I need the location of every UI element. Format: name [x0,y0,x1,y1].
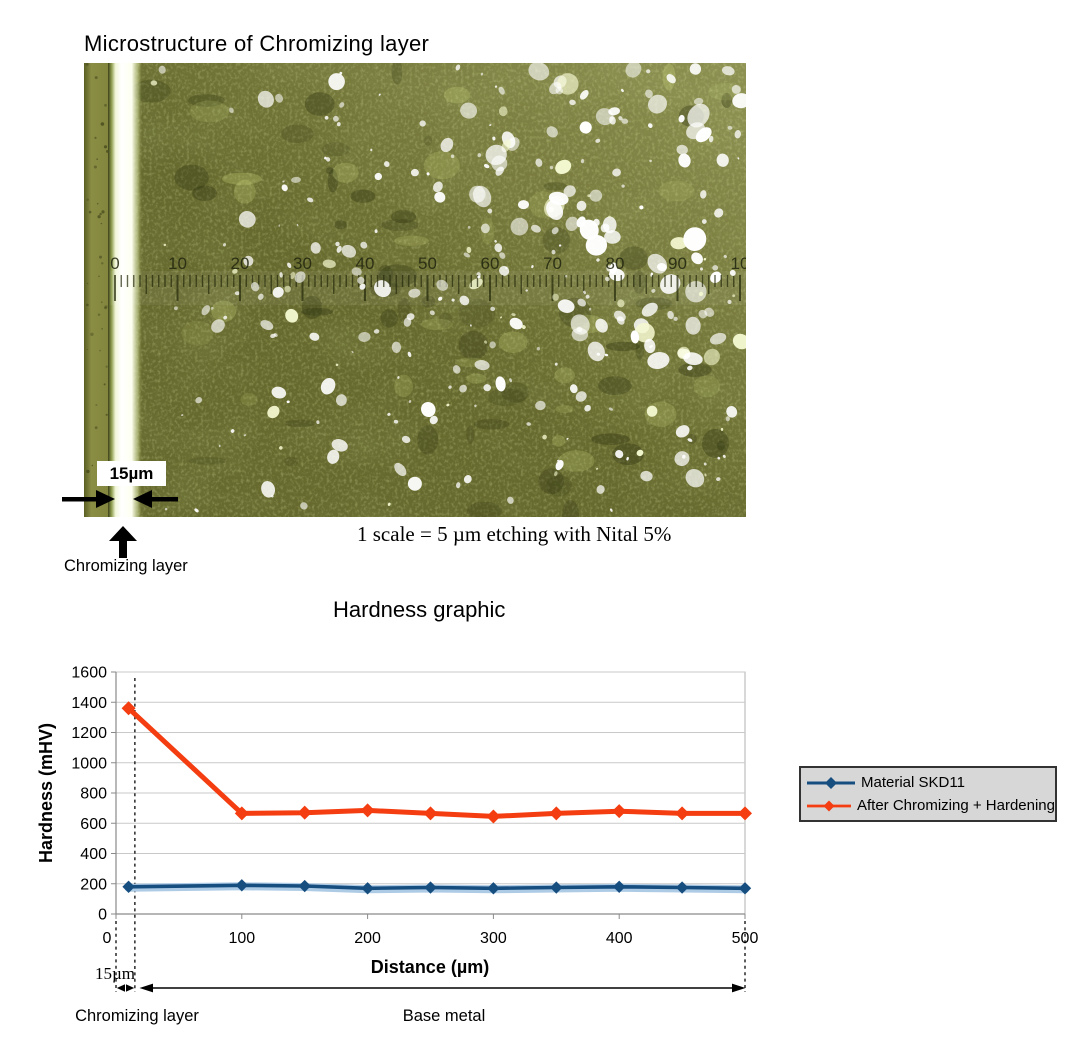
white-specks-top [163,241,736,321]
x-tick-label: 100 [228,930,255,947]
arrowhead-left-icon [139,983,153,993]
series-marker [550,881,563,894]
ruler-number: 10 [731,254,746,273]
chart-title: Hardness graphic [333,597,506,622]
scale-bar-label: 15µm [97,461,166,486]
legend-swatch-orange [807,800,851,811]
micrograph-image: 0 10 20 30 40 50 60 70 80 90 10 [84,59,751,530]
x-tick-label: 500 [732,930,759,947]
micrograph: 0 10 20 30 40 50 60 70 80 90 10 15µm [84,59,751,530]
y-tick-label: 1600 [71,665,107,682]
scale-caption: 1 scale = 5 µm etching with Nital 5% [357,522,672,546]
x-axis-title: Distance (µm) [371,957,489,977]
y-tick-label: 0 [98,907,107,924]
legend-label: Material SKD11 [861,774,965,791]
legend-swatch-blue [807,776,855,789]
y-axis-title: Hardness (mHV) [36,723,56,863]
series-line-0 [128,883,746,891]
legend-item-skd11: Material SKD11 [807,773,1055,793]
up-arrow-icon [109,526,137,558]
series-marker [423,806,438,821]
pale-patches [181,63,742,472]
ruler-number: 50 [418,254,437,273]
series-marker [612,804,627,819]
series-marker [121,701,136,716]
series-marker [549,806,564,821]
ruler-number: 20 [231,254,250,273]
series-marker [675,806,690,821]
y-tick-label: 200 [80,876,107,893]
series-marker [424,881,437,894]
width-arrow-right-icon [126,984,135,992]
right-arrow-tail [152,497,178,502]
series-marker [738,806,752,821]
y-tick-label: 1400 [71,695,107,712]
ruler-number: 10 [168,254,187,273]
series-marker [360,803,375,818]
ruler-number: 40 [356,254,375,273]
series-marker [297,805,312,820]
y-tick-label: 1000 [71,755,107,772]
ruler-number: 70 [543,254,562,273]
y-tick-label: 1200 [71,725,107,742]
series-marker [675,881,689,894]
ruler-number: 30 [293,254,312,273]
x-tick-label: 200 [354,930,381,947]
left-arrowhead-icon [133,490,152,508]
chromizing-zone-label: Chromizing layer [75,1007,199,1025]
right-arrowhead-icon [96,490,115,508]
chromizing-width-label: 15µm [95,964,135,983]
ruler-number: 90 [668,254,687,273]
chromizing-band [108,63,142,517]
x-tick-label: 300 [480,930,507,947]
base-metal-label: Base metal [403,1007,486,1025]
y-tick-label: 800 [80,786,107,803]
legend-label: After Chromizing + Hardening [856,797,1055,814]
chromizing-layer-label: Chromizing layer [64,557,188,575]
series-marker [613,880,626,893]
series-line-1 [126,706,745,819]
series-marker [234,806,249,821]
x-tick-label: 0 [103,930,112,947]
width-arrow-left-icon [116,984,125,992]
series-marker [738,882,752,895]
chart-legend: Material SKD11 After Chromizing + Harden… [799,766,1057,822]
scale-arrows [62,490,178,508]
legend-item-chromized: After Chromizing + Hardening [807,796,1055,816]
left-arrow-tail [62,497,96,502]
micrograph-title: Microstructure of Chromizing layer [84,31,430,56]
hardness-chart: 0 200 400 600 800 1000 1200 1400 1600 0 100 200 300 4… [36,665,759,1026]
ruler-number: 60 [481,254,500,273]
ruler-number: 0 [110,254,119,273]
x-tick-label: 400 [606,930,633,947]
y-tick-label: 400 [80,846,107,863]
arrowhead-right-icon [732,983,746,993]
series-marker [486,809,501,824]
micro-ruler: 0 10 20 30 40 50 60 70 80 90 10 [110,254,749,305]
y-tick-label: 600 [80,816,107,833]
white-specks [150,61,751,513]
ruler-number: 80 [606,254,625,273]
